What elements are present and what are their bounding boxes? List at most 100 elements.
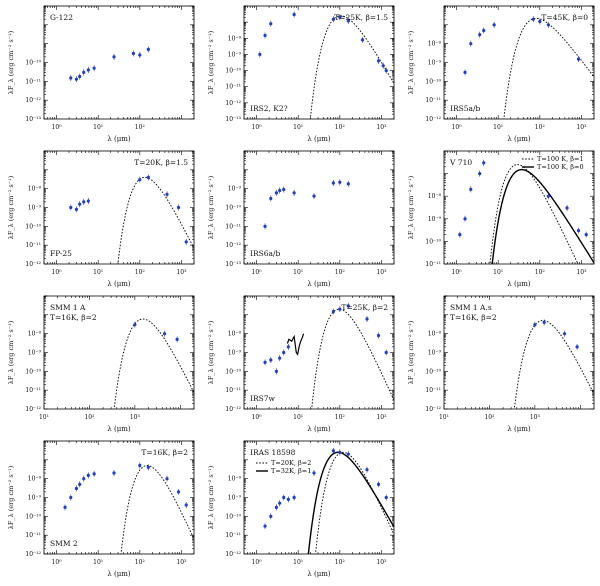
x-tick-label: 10³ bbox=[376, 559, 387, 566]
y-axis-title: λF_λ (erg cm⁻² s⁻¹) bbox=[407, 30, 415, 94]
x-axis-title: λ (μm) bbox=[307, 425, 331, 433]
data-point bbox=[312, 194, 316, 198]
data-point bbox=[138, 463, 142, 468]
modified-blackbody-curve bbox=[503, 17, 594, 119]
data-point bbox=[69, 76, 73, 80]
data-point bbox=[482, 161, 486, 165]
data-point bbox=[384, 68, 388, 73]
modified-blackbody-curve bbox=[491, 168, 594, 264]
y-axis-title: λF_λ (erg cm⁻² s⁻¹) bbox=[7, 175, 15, 239]
data-points bbox=[258, 11, 388, 74]
panel-label: V 710 bbox=[449, 158, 472, 167]
data-point bbox=[78, 482, 82, 486]
x-axis-title: λ (μm) bbox=[307, 135, 331, 143]
x-tick-label: 10³ bbox=[130, 414, 141, 421]
x-axis-title: λ (μm) bbox=[107, 280, 131, 288]
y-axis-title: λF_λ (erg cm⁻² s⁻¹) bbox=[7, 30, 15, 94]
x-tick-label: 10¹ bbox=[93, 269, 103, 276]
data-points bbox=[463, 16, 581, 76]
y-tick-label: 10⁻¹¹ bbox=[25, 532, 41, 539]
model-curves bbox=[120, 465, 194, 554]
panel-label: IRAS 18598 bbox=[250, 448, 296, 457]
y-axis-title: λF_λ (erg cm⁻² s⁻¹) bbox=[407, 320, 415, 384]
x-tick-label: 10³ bbox=[576, 124, 587, 131]
y-tick-label: 10⁻⁸ bbox=[428, 193, 442, 200]
y-tick-label: 10⁻⁹ bbox=[228, 186, 242, 193]
data-point bbox=[263, 360, 267, 364]
x-axis-ticks bbox=[443, 296, 595, 409]
data-point bbox=[176, 205, 181, 210]
data-point bbox=[184, 240, 188, 244]
y-tick-label: 10⁻⁹ bbox=[28, 350, 42, 357]
model-curves bbox=[309, 15, 394, 119]
x-tick-label: 10¹ bbox=[493, 269, 503, 276]
x-axis-title: λ (μm) bbox=[307, 570, 331, 578]
sed-panel-11: 10⁰ 10¹ 10² 10³ 10⁻¹² 10⁻¹¹ 10⁻¹⁰ 10⁻⁹ 10⁻⁸ λ (μm… bbox=[207, 440, 395, 578]
y-tick-label: 10⁻¹² bbox=[25, 406, 41, 413]
data-point bbox=[74, 77, 79, 81]
data-point bbox=[286, 345, 290, 349]
data-point bbox=[176, 490, 181, 494]
panel-label: T=25K, β=2 bbox=[341, 303, 388, 312]
data-points bbox=[263, 302, 388, 375]
y-axis-title: λF_λ (erg cm⁻² s⁻¹) bbox=[207, 175, 215, 239]
data-point bbox=[86, 199, 90, 203]
data-point bbox=[365, 317, 369, 321]
data-point bbox=[138, 178, 142, 182]
data-point bbox=[338, 180, 342, 184]
panel-label: IRS7w bbox=[250, 394, 276, 403]
data-point bbox=[376, 333, 381, 338]
data-point bbox=[331, 181, 335, 185]
sed-panel-2: 10⁰ 10¹ 10² 10³ 10⁻¹³ 10⁻¹² 10⁻¹¹ 10⁻¹⁰ 10⁻⁹ 10⁻⁸… bbox=[207, 5, 395, 143]
y-tick-label: 10⁻⁸ bbox=[228, 476, 242, 483]
data-point bbox=[82, 200, 86, 204]
data-point bbox=[346, 452, 350, 456]
data-point bbox=[533, 323, 537, 327]
y-tick-label: 10⁻⁹ bbox=[228, 350, 242, 357]
data-point bbox=[292, 12, 296, 17]
data-point bbox=[282, 350, 286, 355]
y-tick-label: 10⁻¹¹ bbox=[425, 387, 441, 394]
panel-label: IRS5a/b bbox=[450, 104, 481, 113]
x-axis-title: λ (μm) bbox=[107, 425, 131, 433]
x-axis-title: λ (μm) bbox=[307, 280, 331, 288]
y-tick-label: 10⁻¹¹ bbox=[225, 84, 241, 91]
x-tick-label: 10³ bbox=[376, 414, 387, 421]
data-point bbox=[492, 23, 496, 27]
x-tick-label: 10¹ bbox=[93, 124, 103, 131]
data-point bbox=[531, 17, 535, 21]
y-tick-label: 10⁻¹¹ bbox=[25, 387, 41, 394]
panel-label: SMM 1 A.s bbox=[450, 303, 492, 312]
x-tick-label: 10¹ bbox=[93, 559, 103, 566]
x-tick-label: 10⁰ bbox=[252, 269, 263, 276]
plot-frame bbox=[243, 150, 395, 265]
x-axis-ticks bbox=[443, 6, 595, 119]
x-tick-label: 10¹ bbox=[39, 414, 49, 421]
data-point bbox=[469, 42, 473, 46]
model-curves bbox=[489, 164, 594, 264]
legend: T=20K, β=2T=32K, β=1 bbox=[256, 459, 311, 475]
y-tick-label: 10⁻¹³ bbox=[225, 116, 241, 123]
model-curves bbox=[307, 451, 394, 554]
data-point bbox=[92, 66, 96, 70]
y-tick-label: 10⁻¹⁰ bbox=[225, 513, 241, 520]
data-point bbox=[82, 70, 86, 74]
data-point bbox=[263, 524, 267, 528]
y-tick-label: 10⁻⁹ bbox=[428, 60, 442, 67]
plot-frame bbox=[43, 5, 195, 120]
panel-label: T=45K, β=0 bbox=[541, 13, 588, 22]
panel-label: G-122 bbox=[50, 13, 73, 22]
data-point bbox=[338, 307, 342, 311]
y-axis-ticks bbox=[44, 295, 194, 410]
sed-panel-9: 10¹ 10² 10³ 10⁻¹² 10⁻¹¹ 10⁻¹⁰ 10⁻⁹ 10⁻⁸ λ (μm) λF… bbox=[407, 295, 595, 433]
data-point bbox=[346, 182, 350, 186]
data-point bbox=[274, 369, 279, 373]
sed-panel-6: 10⁰ 10¹ 10² 10³ 10⁻¹¹ 10⁻¹⁰ 10⁻⁹ 10⁻⁸ λ (μm) λF_λ… bbox=[407, 150, 595, 288]
x-tick-label: 10⁰ bbox=[252, 124, 263, 131]
y-tick-label: 10⁻¹⁰ bbox=[25, 60, 41, 67]
ir-spectrum bbox=[286, 333, 305, 356]
data-point bbox=[482, 28, 486, 33]
x-tick-label: 10³ bbox=[530, 414, 541, 421]
y-axis-title: λF_λ (erg cm⁻² s⁻¹) bbox=[207, 30, 215, 94]
y-tick-label: 10⁻⁸ bbox=[28, 476, 42, 483]
